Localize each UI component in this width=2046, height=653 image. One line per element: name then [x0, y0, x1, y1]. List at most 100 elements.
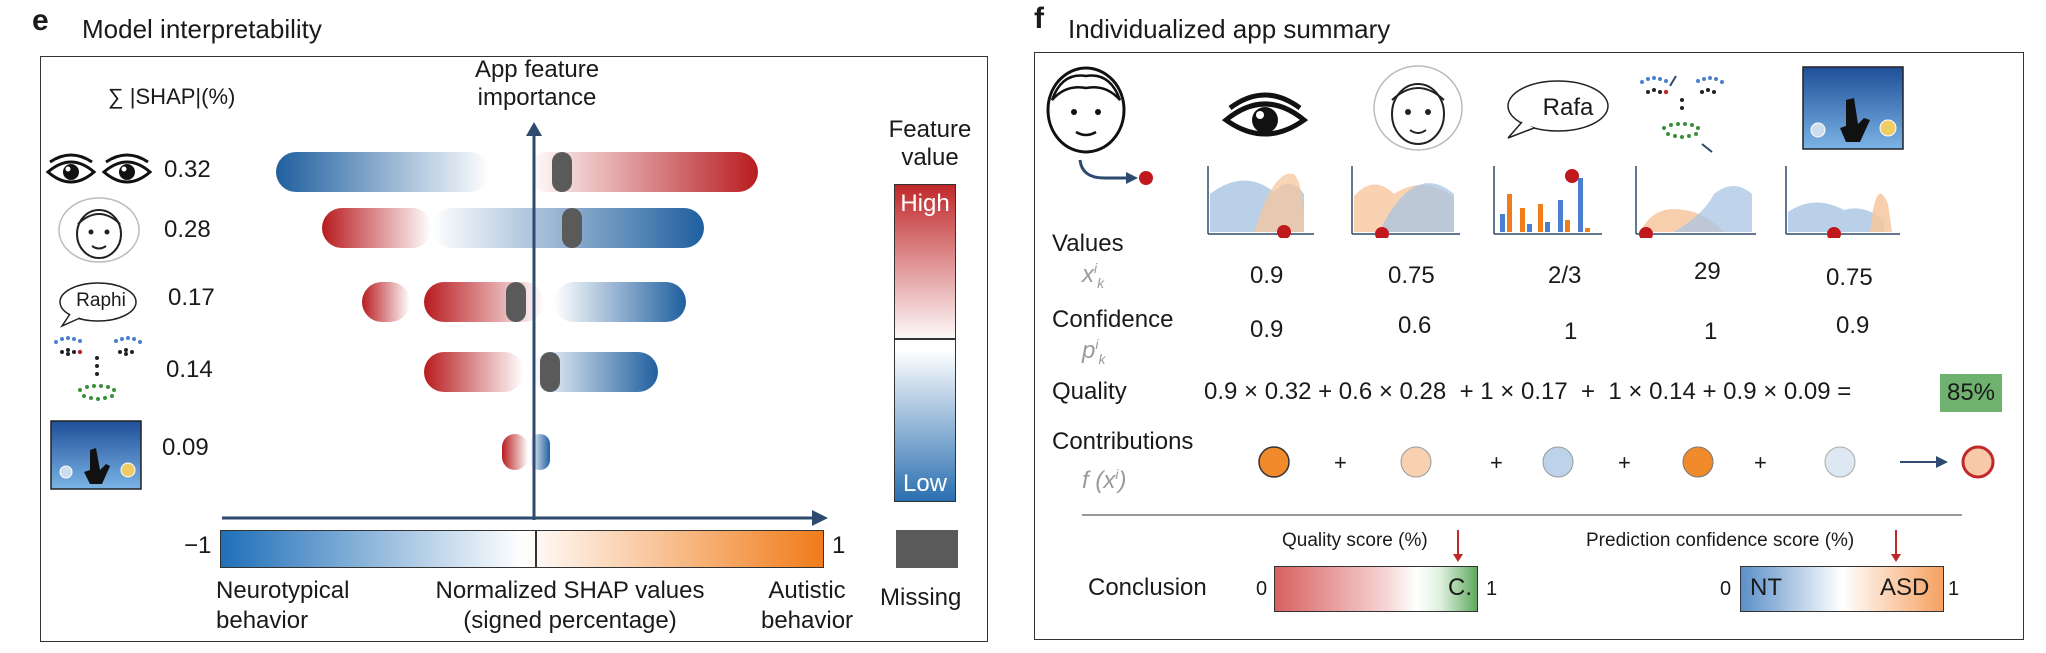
plus-1: +	[1334, 450, 1347, 475]
panel-f-frame	[1034, 52, 2024, 640]
dist-plot-3	[1493, 166, 1602, 235]
values-label: Values	[1052, 230, 1124, 257]
missing-label: Missing	[880, 584, 962, 611]
autistic-label: Autistic behavior	[760, 577, 854, 634]
quality-score-bar	[1274, 566, 1478, 612]
shap-value-1: 0.32	[164, 156, 211, 183]
confidence-label: Confidence	[1052, 306, 1174, 333]
colorbar-max: 1	[832, 532, 846, 559]
panel-f-letter: f	[1034, 2, 1044, 35]
touch-game-icon	[50, 420, 142, 490]
contribution-3	[1542, 446, 1574, 478]
confidence-3: 1	[1564, 318, 1578, 345]
speech-bubble-label-e: Raphi	[76, 290, 126, 311]
child-face-icon-f	[1373, 65, 1463, 151]
bar-row4-right	[532, 352, 658, 392]
contributions-row	[1258, 445, 1995, 479]
prediction-nt-label: NT	[1750, 574, 1782, 601]
prediction-score-bar	[1740, 566, 1944, 612]
prediction-asd-label: ASD	[1880, 574, 1930, 601]
speech-bubble-icon-f	[1507, 80, 1609, 139]
confidence-symbol: pik	[1082, 336, 1106, 367]
bar-row3-a	[362, 282, 410, 322]
value-2: 0.75	[1388, 262, 1435, 289]
dist-plot-1	[1207, 166, 1314, 238]
quality-equation: 0.9 × 0.32 + 0.6 × 0.28 + 1 × 0.17 + 1 ×…	[1204, 378, 1852, 405]
axis-title-line1: App feature	[474, 56, 600, 83]
missing-swatch	[896, 530, 958, 568]
confidence-1: 0.9	[1250, 316, 1284, 343]
shap-value-5: 0.09	[162, 434, 209, 461]
contributions-label: Contributions	[1052, 428, 1194, 455]
eye-icon	[1222, 92, 1308, 137]
prediction-score-max: 1	[1948, 578, 1960, 600]
speech-bubble-icon	[59, 282, 137, 328]
missing-row1	[552, 152, 572, 192]
contribution-result	[1961, 445, 1995, 479]
child-avatar-icon	[1046, 66, 1153, 185]
dist-plot-2	[1351, 166, 1460, 238]
bar-row2-left	[322, 208, 432, 248]
normalized-shap-label: Normalized SHAP values (signed percentag…	[435, 577, 705, 634]
contributions-formula: f (xi)	[1082, 466, 1127, 494]
quality-score-marker	[1453, 530, 1463, 562]
value-4: 29	[1694, 258, 1721, 285]
plus-4: +	[1754, 450, 1767, 475]
plus-3: +	[1618, 450, 1631, 475]
value-5: 0.75	[1826, 264, 1873, 291]
feature-importance-plot	[222, 122, 828, 526]
dist-plot-4	[1635, 166, 1756, 238]
value-3: 2/3	[1548, 262, 1582, 289]
feature-value-colorbar	[894, 184, 956, 502]
confidence-2: 0.6	[1398, 312, 1432, 339]
quality-result: 85%	[1940, 374, 2002, 412]
panel-e-title: Model interpretability	[82, 14, 322, 44]
quality-label: Quality	[1052, 378, 1127, 405]
child-face-icon	[58, 197, 140, 263]
panel-e-frame	[40, 56, 988, 642]
contribution-1	[1258, 446, 1290, 478]
face-landmarks-icon	[54, 336, 142, 401]
bar-row4-left	[424, 352, 524, 392]
high-label: High	[900, 190, 950, 217]
shap-value-4: 0.14	[166, 356, 213, 383]
prediction-score-min: 0	[1720, 578, 1732, 600]
quality-score-title: Quality score (%)	[1282, 530, 1428, 551]
contribution-5	[1824, 446, 1856, 478]
panel-f-title: Individualized app summary	[1068, 14, 1391, 44]
colorbar-min: −1	[184, 532, 212, 559]
confidence-4: 1	[1704, 318, 1718, 345]
shap-sum-header: ∑ |SHAP|(%)	[108, 84, 236, 109]
eyes-icon	[45, 153, 153, 184]
quality-score-mark: C.	[1448, 574, 1472, 601]
quality-score-min: 0	[1256, 578, 1268, 600]
speech-bubble-label-f: Rafa	[1542, 94, 1594, 121]
confidence-5: 0.9	[1836, 312, 1870, 339]
axis-title: App feature importance	[462, 56, 612, 112]
shap-value-2: 0.28	[164, 216, 211, 243]
divider	[1082, 514, 1962, 516]
conclusion-label: Conclusion	[1088, 574, 1207, 601]
missing-row2	[562, 208, 582, 248]
panel-e-letter: e	[32, 4, 49, 37]
plus-2: +	[1490, 450, 1503, 475]
value-1: 0.9	[1250, 262, 1284, 289]
prediction-score-marker	[1891, 530, 1901, 562]
bar-row1-left	[276, 152, 490, 192]
neurotypical-label: Neurotypical behavior	[216, 577, 350, 634]
quality-score-max: 1	[1486, 578, 1498, 600]
values-symbol: xik	[1082, 260, 1105, 291]
face-landmarks-icon-f	[1640, 75, 1724, 153]
contribution-4	[1682, 446, 1714, 478]
low-label: Low	[902, 470, 948, 497]
bar-row3-c	[554, 282, 686, 322]
feature-value-title: Feature value	[888, 116, 972, 171]
bar-row5-left	[502, 434, 528, 470]
missing-row4	[540, 352, 560, 392]
prediction-score-title: Prediction confidence score (%)	[1586, 530, 1855, 551]
dist-plot-5	[1785, 166, 1900, 238]
shap-colorbar	[220, 530, 824, 568]
contribution-2	[1400, 446, 1432, 478]
distribution-plots	[1207, 166, 1900, 238]
shap-value-3: 0.17	[168, 284, 215, 311]
